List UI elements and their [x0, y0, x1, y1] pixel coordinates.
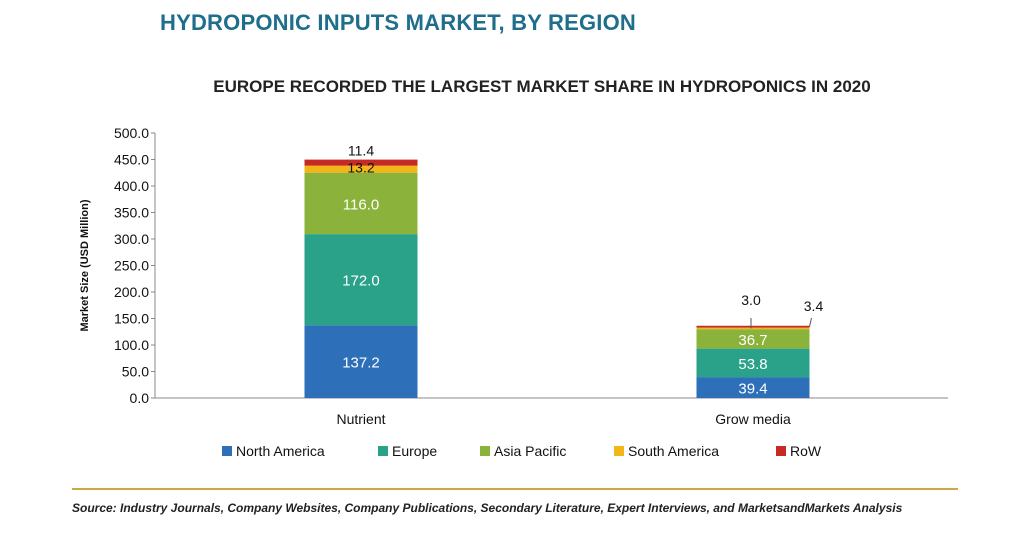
- y-tick-label: 200.0: [114, 284, 149, 300]
- legend-label: Asia Pacific: [494, 443, 566, 459]
- legend-label: South America: [628, 443, 719, 459]
- source-note: Source: Industry Journals, Company Websi…: [72, 501, 903, 515]
- bar-segment: [696, 325, 810, 328]
- chart-subtitle: EUROPE RECORDED THE LARGEST MARKET SHARE…: [213, 77, 871, 96]
- y-tick-label: 100.0: [114, 337, 149, 353]
- bar-segment: [304, 325, 418, 398]
- bar-data-label: 53.8: [738, 356, 767, 373]
- bar-segment: [696, 377, 810, 398]
- bar-segment: [696, 348, 810, 378]
- legend-label: North America: [236, 443, 325, 459]
- legend-label: Europe: [392, 443, 437, 459]
- y-tick-label: 450.0: [114, 152, 149, 168]
- y-tick-label: 250.0: [114, 258, 149, 274]
- bar-data-label: 172.0: [342, 273, 380, 290]
- y-axis-title: Market Size (USD Million): [79, 199, 91, 331]
- page-title: HYDROPONIC INPUTS MARKET, BY REGION: [160, 10, 636, 35]
- bar-segment: [696, 327, 810, 330]
- legend-swatch: [480, 446, 490, 456]
- bar-data-label: 137.2: [342, 355, 380, 372]
- bar-data-label: 3.4: [804, 298, 824, 314]
- y-tick-label: 300.0: [114, 231, 149, 247]
- y-tick-label: 0.0: [130, 390, 150, 406]
- bar-data-label: 36.7: [738, 332, 767, 349]
- x-category-label: Grow media: [715, 411, 791, 427]
- legend-swatch: [378, 446, 388, 456]
- bar-segment: [304, 165, 418, 173]
- bar-segment: [304, 234, 418, 326]
- chart: 0.0 50.0 100.0 150.0 200.0 250.0 300.0 350.0 400…: [79, 125, 948, 459]
- y-tick-label: 350.0: [114, 205, 149, 221]
- legend-label: RoW: [790, 443, 822, 459]
- legend-swatch: [222, 446, 232, 456]
- x-category-label: Nutrient: [336, 411, 385, 427]
- y-tick-label: 400.0: [114, 178, 149, 194]
- bar-data-label: 3.0: [741, 292, 761, 308]
- bar-segment: [696, 329, 810, 349]
- source-divider: [72, 488, 958, 490]
- legend-swatch: [776, 446, 786, 456]
- bar-data-label: 39.4: [738, 381, 767, 398]
- bar-segment: [304, 159, 418, 166]
- y-tick-label: 50.0: [122, 364, 149, 380]
- bar-data-label: 11.4: [348, 143, 374, 159]
- y-tick-label: 500.0: [114, 125, 149, 141]
- bar-segment: [304, 172, 418, 235]
- y-tick-label: 150.0: [114, 311, 149, 327]
- legend-swatch: [614, 446, 624, 456]
- bar-data-label: 116.0: [343, 196, 379, 213]
- leader-line: [809, 317, 812, 327]
- bar-data-label: 13.2: [347, 160, 374, 176]
